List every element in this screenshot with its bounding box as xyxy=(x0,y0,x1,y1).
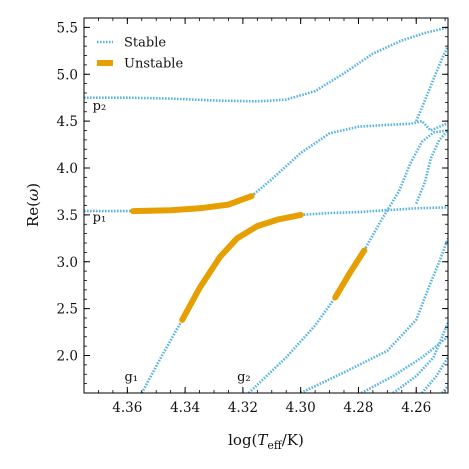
y-tick-label: 4.0 xyxy=(57,161,78,177)
stable-series-line xyxy=(247,296,337,393)
x-tick-label: 4.30 xyxy=(286,400,316,416)
unstable-series-line xyxy=(332,247,368,301)
stable-series-line xyxy=(84,26,448,103)
legend-entry-label: Stable xyxy=(124,36,166,51)
y-tick-label: 5.0 xyxy=(57,67,78,83)
legend: Stable Unstable xyxy=(97,36,183,72)
y-tick-label: 3.0 xyxy=(57,255,78,271)
mode-label: g₁ xyxy=(124,370,138,385)
annotations: p₂ p₁ g₁ g₂ xyxy=(93,99,251,385)
x-tick-label: 4.28 xyxy=(343,400,373,416)
stable-series-line xyxy=(140,319,184,393)
x-tick-label: 4.36 xyxy=(112,400,142,416)
stable-series-line xyxy=(250,119,448,198)
y-tick-label: 2.5 xyxy=(57,302,78,318)
x-ticks: 4.36 4.34 4.32 4.30 4.28 4.26 xyxy=(98,18,446,416)
y-tick-label: 4.5 xyxy=(57,114,78,130)
x-axis-label: log(Teff/K) xyxy=(228,431,304,452)
mode-label: p₁ xyxy=(93,210,107,225)
stable-series-line xyxy=(415,45,448,122)
y-tick-label: 5.5 xyxy=(57,20,78,36)
stable-series-line xyxy=(300,206,448,217)
stable-series-line xyxy=(300,237,448,393)
stable-series-line xyxy=(360,335,448,393)
y-ticks: 2.0 2.5 3.0 3.5 4.0 4.5 5.0 5.5 xyxy=(57,17,448,385)
y-tick-label: 2.0 xyxy=(57,349,78,365)
stable-series-line xyxy=(441,384,448,393)
x-tick-label: 4.32 xyxy=(228,400,258,416)
plot-frame xyxy=(83,17,449,394)
mode-label: g₂ xyxy=(237,370,251,385)
x-tick-label: 4.26 xyxy=(401,400,431,416)
stable-series-line xyxy=(421,356,448,393)
stable-series-line xyxy=(414,129,448,205)
stable-series-line xyxy=(392,322,448,393)
y-axis-label: Re(ω) xyxy=(24,183,42,227)
unstable-series-line xyxy=(179,211,304,323)
unstable-series-line xyxy=(130,193,255,215)
legend-entry-label: Unstable xyxy=(124,57,183,72)
mode-label: p₂ xyxy=(93,99,107,114)
x-tick-label: 4.34 xyxy=(170,400,200,416)
series-layer xyxy=(84,26,448,393)
stable-series-line xyxy=(363,129,448,252)
y-tick-label: 3.5 xyxy=(57,208,78,224)
